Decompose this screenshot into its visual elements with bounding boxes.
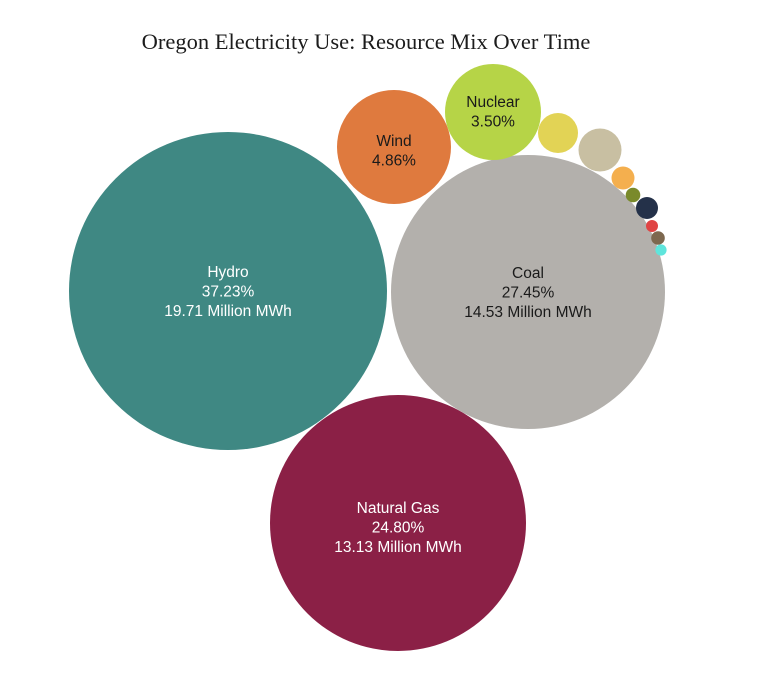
bubble-unlabeled-tan[interactable] <box>578 128 622 172</box>
bubble-circle-unlabeled-olive[interactable] <box>625 187 641 203</box>
bubble-unlabeled-yellow[interactable] <box>538 113 578 153</box>
bubble-label-coal-line-2: 27.45% <box>502 285 555 302</box>
bubble-label-hydro-line-1: Hydro <box>207 264 248 281</box>
chart-title: Oregon Electricity Use: Resource Mix Ove… <box>141 29 591 54</box>
bubble-circle-unlabeled-amber[interactable] <box>611 166 635 190</box>
bubble-circle-hydro[interactable] <box>69 132 387 450</box>
bubble-coal[interactable]: Coal 27.45% 14.53 Million MWh <box>391 155 665 429</box>
bubble-label-natural-gas-line-1: Natural Gas <box>357 500 440 517</box>
bubble-unlabeled-navy[interactable] <box>636 197 658 219</box>
bubble-circle-unlabeled-tan[interactable] <box>578 128 622 172</box>
bubble-unlabeled-olive[interactable] <box>625 187 641 203</box>
bubble-hydro[interactable]: Hydro 37.23% 19.71 Million MWh <box>69 132 387 450</box>
bubble-label-coal-line-1: Coal <box>512 265 544 282</box>
bubble-circle-unlabeled-cyan[interactable] <box>655 244 667 256</box>
bubble-unlabeled-amber[interactable] <box>611 166 635 190</box>
bubble-circle-coal[interactable] <box>391 155 665 429</box>
bubble-label-hydro-line-2: 37.23% <box>202 284 255 301</box>
bubble-label-wind-line-2: 4.86% <box>372 152 416 169</box>
bubble-label-natural-gas-line-2: 24.80% <box>372 520 425 537</box>
bubble-nuclear[interactable]: Nuclear 3.50% <box>445 64 541 160</box>
bubble-circle-unlabeled-brown[interactable] <box>651 231 665 245</box>
bubble-natural-gas[interactable]: Natural Gas 24.80% 13.13 Million MWh <box>270 395 526 651</box>
bubble-label-nuclear-line-1: Nuclear <box>466 94 519 111</box>
bubble-circle-wind[interactable] <box>337 90 451 204</box>
bubble-unlabeled-cyan[interactable] <box>655 244 667 256</box>
bubble-circle-unlabeled-navy[interactable] <box>636 197 658 219</box>
bubble-label-natural-gas-line-3: 13.13 Million MWh <box>334 539 462 556</box>
bubble-circle-unlabeled-red[interactable] <box>646 220 658 232</box>
bubble-circle-natural-gas[interactable] <box>270 395 526 651</box>
bubble-label-wind-line-1: Wind <box>376 133 411 150</box>
bubble-unlabeled-brown[interactable] <box>651 231 665 245</box>
bubble-circle-nuclear[interactable] <box>445 64 541 160</box>
bubble-wind[interactable]: Wind 4.86% <box>337 90 451 204</box>
bubble-label-nuclear-line-2: 3.50% <box>471 113 515 130</box>
bubble-label-hydro-line-3: 19.71 Million MWh <box>164 303 292 320</box>
bubble-unlabeled-red[interactable] <box>646 220 658 232</box>
bubble-circle-unlabeled-yellow[interactable] <box>538 113 578 153</box>
bubble-label-coal-line-3: 14.53 Million MWh <box>464 304 592 321</box>
